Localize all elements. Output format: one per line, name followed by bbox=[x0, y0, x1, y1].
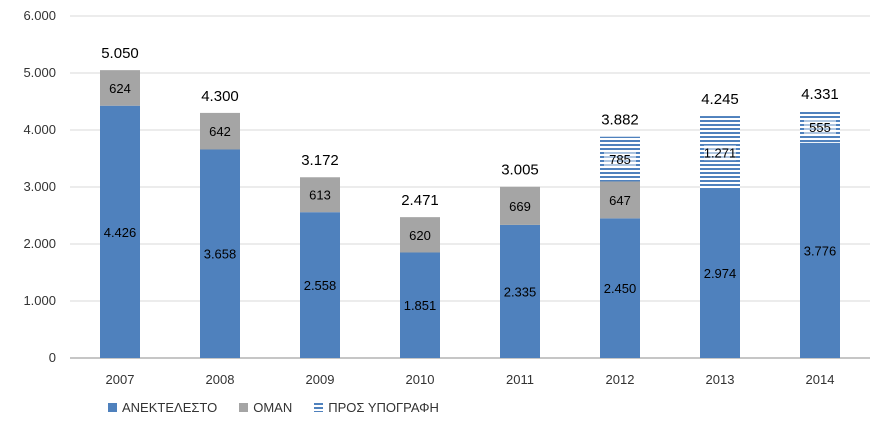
legend-label-oman: ΟΜΑΝ bbox=[253, 400, 293, 415]
data-label: 624 bbox=[109, 81, 131, 96]
data-label: 3.658 bbox=[204, 247, 237, 262]
x-tick-label: 2008 bbox=[206, 372, 235, 387]
data-label: 647 bbox=[609, 193, 631, 208]
x-tick-label: 2010 bbox=[406, 372, 435, 387]
stacked-bar-chart: 0 1.000 2.000 3.000 4.000 5.000 6.000 4.426 624… bbox=[23, 8, 870, 387]
x-axis: 2007 2008 2009 2010 2011 2012 2013 2014 bbox=[106, 372, 835, 387]
bar-segment bbox=[300, 212, 340, 358]
data-label: 1.271 bbox=[704, 145, 737, 160]
data-label-bg bbox=[604, 152, 636, 168]
bar-segment bbox=[100, 70, 140, 106]
data-label: 669 bbox=[509, 199, 531, 214]
total-label: 3.005 bbox=[501, 162, 539, 179]
bar-segment bbox=[500, 224, 540, 358]
legend-label-pending-signature: ΠΡΟΣ ΥΠΟΓΡΑΦΗ bbox=[328, 400, 439, 415]
data-label: 1.851 bbox=[404, 298, 437, 313]
bar-segment bbox=[400, 217, 440, 253]
data-label: 4.426 bbox=[104, 225, 137, 240]
data-label-bg bbox=[704, 145, 736, 161]
data-label-bg bbox=[804, 119, 836, 135]
x-tick-label: 2013 bbox=[706, 372, 735, 387]
total-label: 3.172 bbox=[301, 152, 339, 169]
bar-segment bbox=[600, 218, 640, 358]
bar-segment bbox=[200, 149, 240, 358]
data-label: 620 bbox=[409, 228, 431, 243]
legend-item-oman: ΟΜΑΝ bbox=[239, 400, 292, 415]
total-label: 4.245 bbox=[701, 91, 739, 108]
total-label: 5.050 bbox=[101, 45, 139, 62]
data-label: 2.558 bbox=[304, 278, 337, 293]
bars: 4.426 624 5.050 3.658 642 4.300 2.558 613 3.172 1… bbox=[100, 45, 840, 358]
y-tick-label: 2.000 bbox=[23, 236, 56, 251]
legend: ΑΝΕΚΤΕΛΕΣΤΟ ΟΜΑΝ ΠΡΟΣ ΥΠΟΓΡΑΦΗ bbox=[108, 400, 439, 415]
total-label: 4.300 bbox=[201, 88, 239, 105]
data-label: 3.776 bbox=[804, 243, 837, 258]
y-tick-label: 5.000 bbox=[23, 65, 56, 80]
bar-segment bbox=[300, 177, 340, 213]
bar-segment bbox=[100, 105, 140, 358]
y-tick-label: 4.000 bbox=[23, 122, 56, 137]
x-tick-label: 2007 bbox=[106, 372, 135, 387]
y-tick-label: 1.000 bbox=[23, 293, 56, 308]
x-tick-label: 2011 bbox=[506, 372, 534, 387]
data-label: 555 bbox=[809, 120, 831, 135]
bar-segment bbox=[400, 252, 440, 358]
legend-swatch-pending-signature bbox=[314, 403, 324, 412]
data-label: 2.974 bbox=[704, 266, 737, 281]
total-label: 4.331 bbox=[801, 86, 839, 103]
bar-segment bbox=[500, 186, 540, 225]
y-tick-label: 0 bbox=[49, 350, 56, 365]
data-label: 642 bbox=[209, 124, 231, 139]
legend-swatch-unexecuted bbox=[108, 403, 117, 412]
bar-segment bbox=[800, 142, 840, 358]
y-axis: 0 1.000 2.000 3.000 4.000 5.000 6.000 bbox=[23, 8, 56, 365]
legend-item-pending-signature: ΠΡΟΣ ΥΠΟΓΡΑΦΗ bbox=[314, 400, 439, 415]
x-tick-label: 2009 bbox=[306, 372, 335, 387]
y-tick-label: 3.000 bbox=[23, 179, 56, 194]
bar-segment bbox=[700, 188, 740, 358]
total-label: 3.882 bbox=[601, 112, 639, 129]
data-label: 613 bbox=[309, 188, 331, 203]
data-label: 2.335 bbox=[504, 284, 537, 299]
x-tick-label: 2012 bbox=[606, 372, 635, 387]
data-label: 2.450 bbox=[604, 281, 637, 296]
data-label: 785 bbox=[609, 152, 631, 167]
total-label: 2.471 bbox=[401, 192, 439, 209]
legend-swatch-oman bbox=[239, 403, 249, 412]
bar-segment bbox=[200, 112, 240, 150]
y-tick-label: 6.000 bbox=[23, 8, 56, 23]
x-tick-label: 2014 bbox=[806, 372, 835, 387]
legend-item-unexecuted: ΑΝΕΚΤΕΛΕΣΤΟ bbox=[108, 400, 217, 415]
grid-lines bbox=[70, 15, 870, 359]
bar-segment bbox=[600, 181, 640, 219]
legend-label-unexecuted: ΑΝΕΚΤΕΛΕΣΤΟ bbox=[122, 400, 218, 415]
